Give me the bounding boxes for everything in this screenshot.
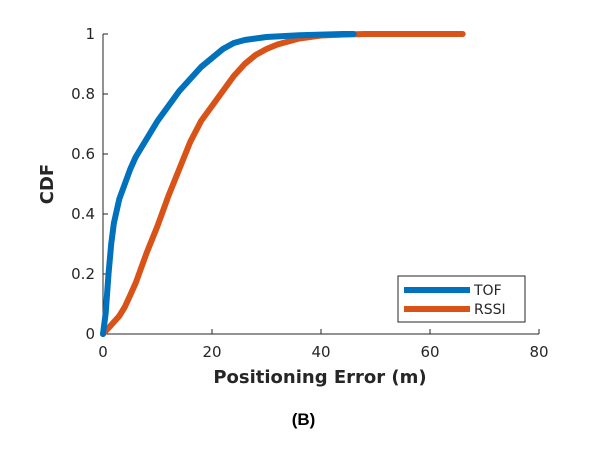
figure-caption: (B) <box>291 410 316 429</box>
x-axis-label: Positioning Error (m) <box>213 367 426 388</box>
y-tick-label: 0.8 <box>71 85 95 103</box>
x-tick-label: 80 <box>529 343 548 361</box>
legend-label-rssi: RSSI <box>474 302 506 318</box>
y-tick-label: 0.6 <box>71 145 95 163</box>
y-tick-label: 0.2 <box>71 265 95 283</box>
y-tick-label: 0 <box>85 325 95 343</box>
series-line-tof <box>100 31 357 337</box>
y-tick-label: 1 <box>85 25 95 43</box>
x-tick-label: 40 <box>311 343 330 361</box>
x-tick-label: 60 <box>420 343 439 361</box>
x-tick-label: 20 <box>202 343 221 361</box>
y-tick-label: 0.4 <box>71 205 95 223</box>
cdf-chart: 0 20 40 60 80 0 0.2 0.4 0.6 0.8 1 TOF RSSI Positioni… <box>37 25 549 388</box>
y-axis-label: CDF <box>37 164 58 204</box>
legend-label-tof: TOF <box>473 283 502 299</box>
legend-box <box>397 275 526 323</box>
x-tick-label: 0 <box>98 343 108 361</box>
